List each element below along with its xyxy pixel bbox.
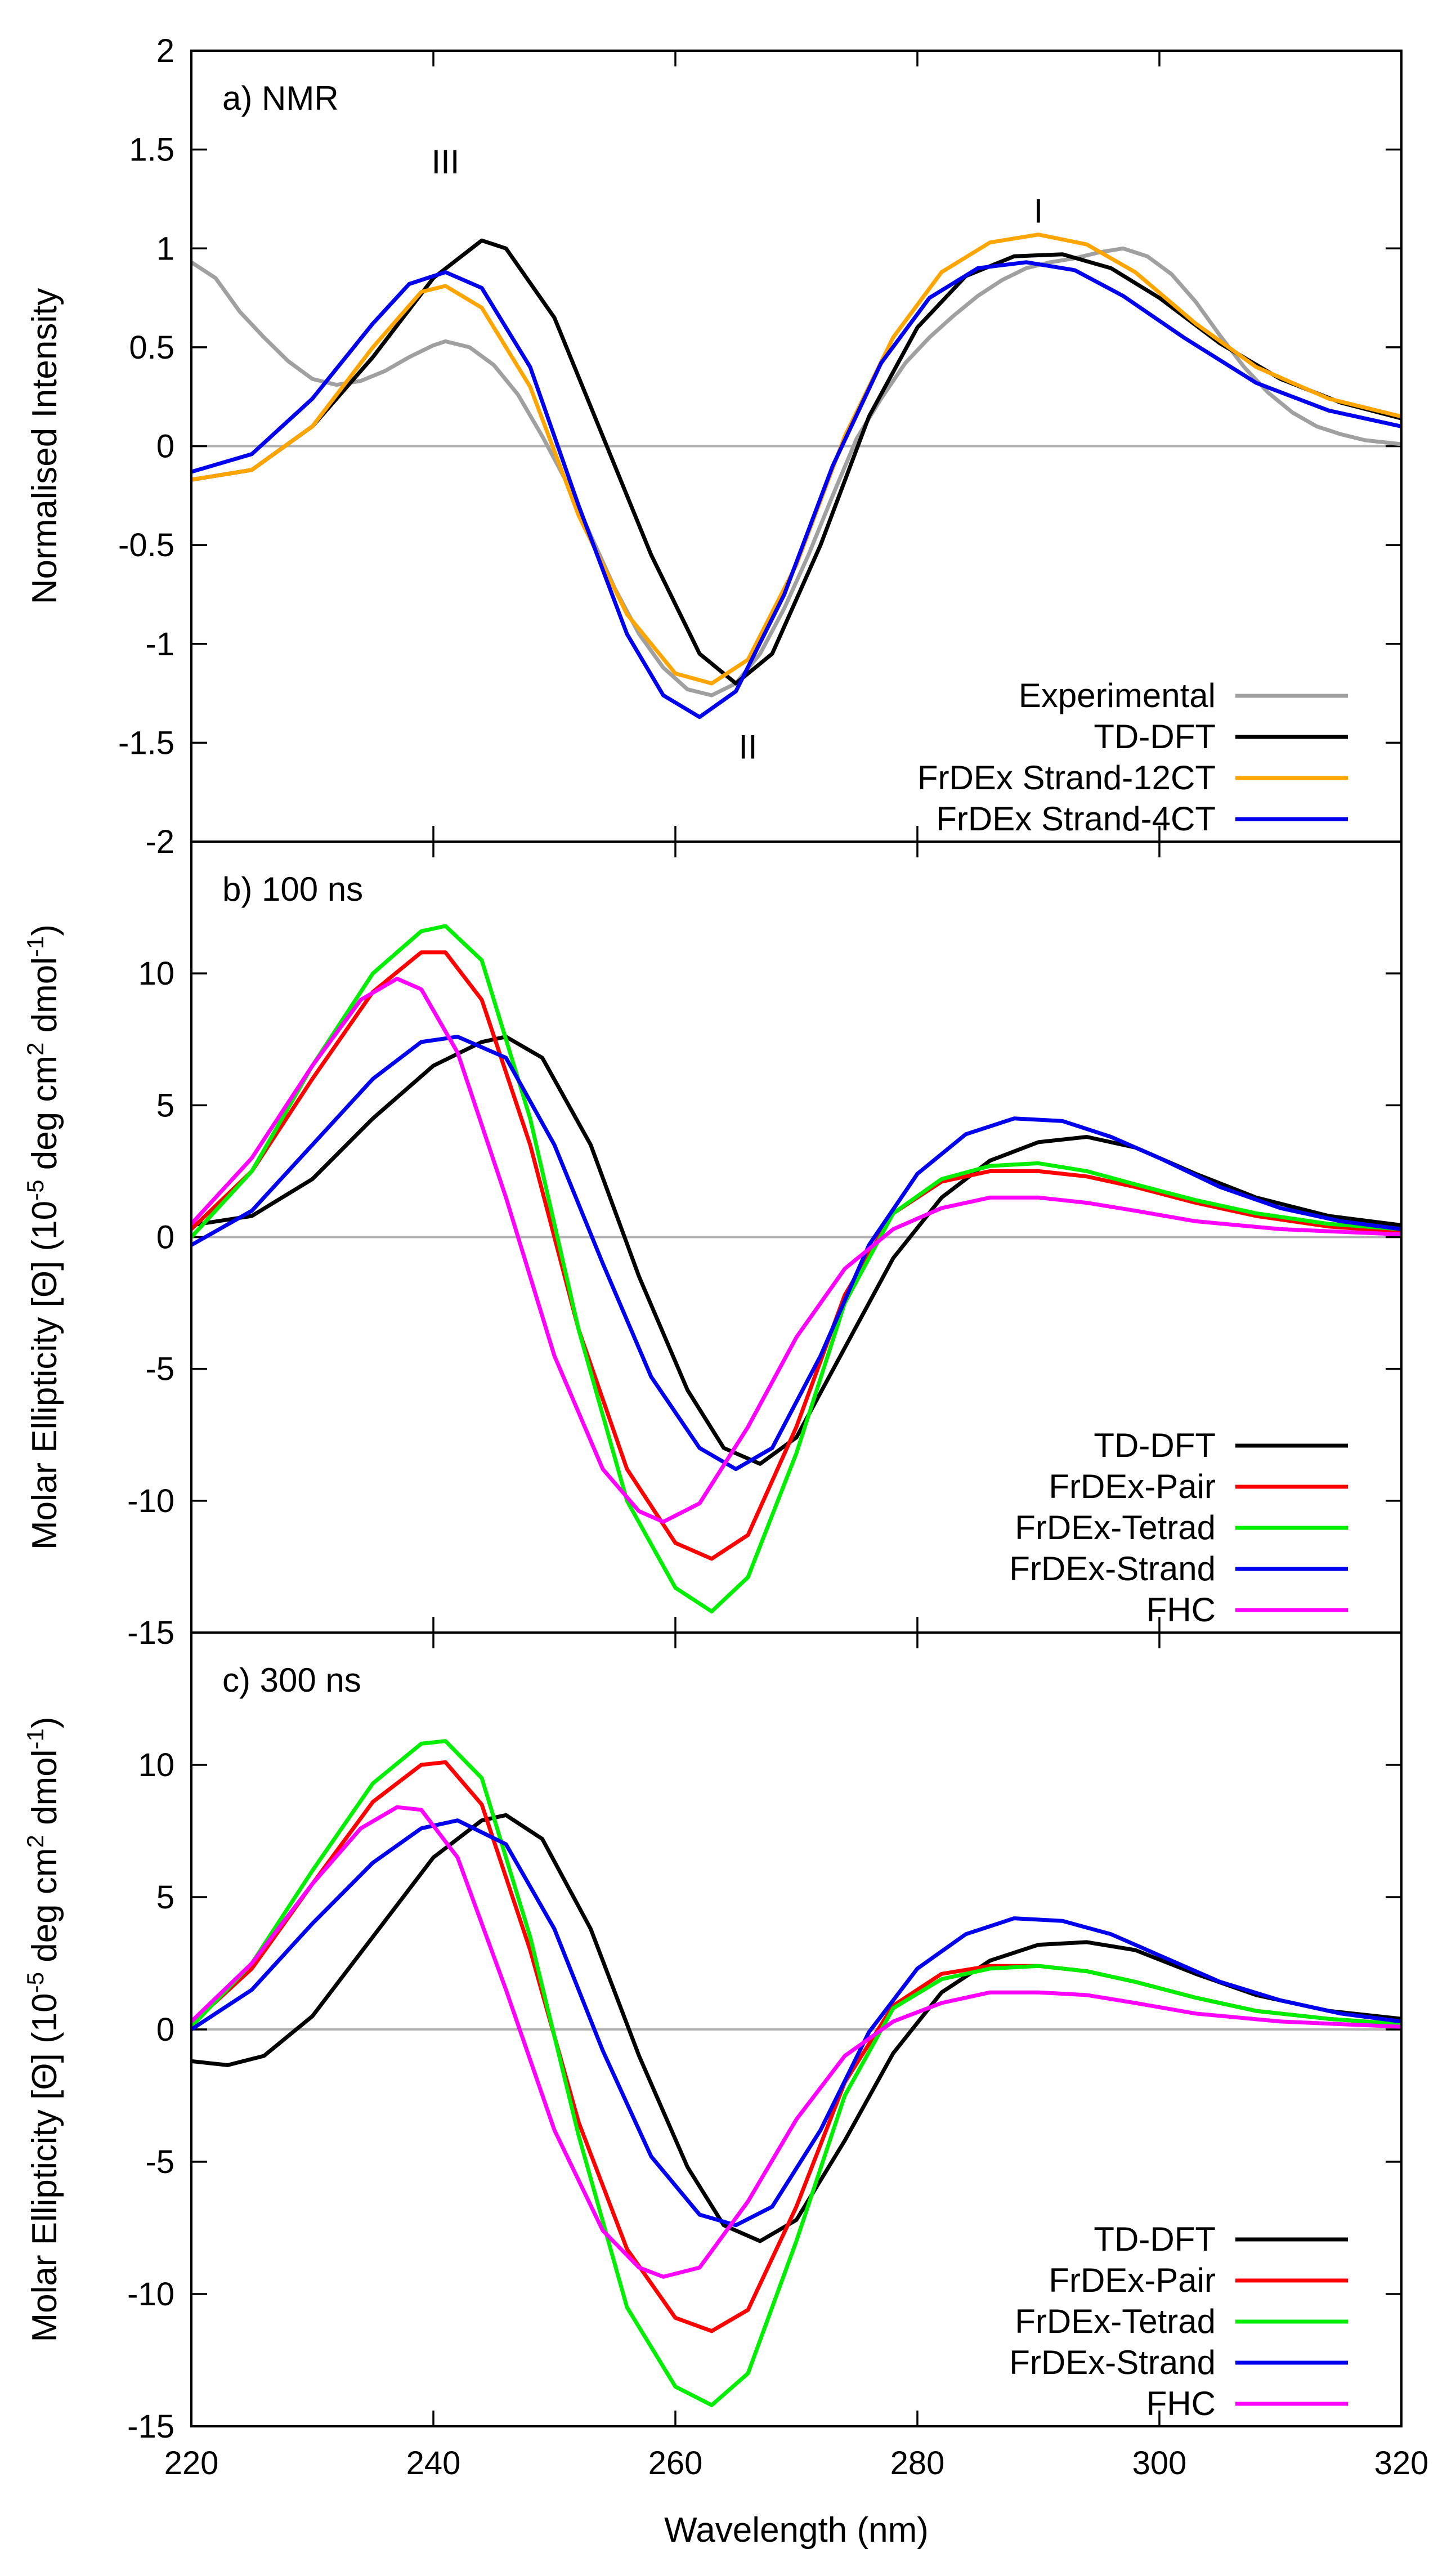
legend-entry: FrDEx-Strand xyxy=(1009,1550,1348,1588)
series-line-td-dft xyxy=(191,1813,1401,2243)
y-tick-label: -2 xyxy=(145,824,174,860)
y-tick-label: 5 xyxy=(156,1879,174,1916)
peak-annotation: III xyxy=(431,143,459,181)
legend-label: FrDEx-Tetrad xyxy=(1015,1509,1216,1546)
panel-a: -2-1.5-1-0.500.511.52a) NMRIIIIIINormali… xyxy=(25,33,1403,860)
legend-label: FrDEx-Strand xyxy=(1009,1550,1216,1588)
y-tick-label: -5 xyxy=(145,2144,174,2180)
series-line-frdex-strand xyxy=(191,1035,1401,1472)
legend-entry: TD-DFT xyxy=(1094,1427,1348,1464)
panel-c: -15 -10 -5 0 5 10 c) 300 ns Molar Ellipticity [… xyxy=(22,1631,1429,2550)
legend-entry: FrDEx-Tetrad xyxy=(1015,2302,1348,2340)
y-tick-label: 10 xyxy=(138,1747,174,1783)
legend-label: FrDEx-Pair xyxy=(1049,2261,1216,2299)
y-tick-label: 2 xyxy=(156,33,174,69)
peak-annotation: I xyxy=(1034,193,1043,230)
y-tick-label: 0.5 xyxy=(129,329,174,366)
peak-annotation: II xyxy=(738,728,757,766)
y-tick-label: -0.5 xyxy=(118,527,174,564)
legend-entry: FrDEx Strand-4CT xyxy=(936,800,1348,838)
legend-entry: Experimental xyxy=(1019,677,1348,714)
series-line-fhc xyxy=(191,1805,1401,2279)
legend-label: FrDEx Strand-4CT xyxy=(936,800,1216,838)
y-tick-label: 1.5 xyxy=(129,132,174,168)
legend-label: FrDEx-Pair xyxy=(1049,1468,1216,1505)
x-tick-label: 320 xyxy=(1374,2445,1429,2481)
y-tick-label: -1 xyxy=(145,626,174,663)
y-tick-label: 0 xyxy=(156,1219,174,1256)
x-tick-label: 220 xyxy=(164,2445,219,2481)
series-line-fhc xyxy=(191,977,1401,1524)
series-line-frdex-tetrad xyxy=(191,924,1401,1613)
legend-entry: FrDEx-Tetrad xyxy=(1015,1509,1348,1546)
y-tick-label: 0 xyxy=(156,2011,174,2048)
series-line-frdex-tetrad xyxy=(191,1739,1401,2407)
series-line-frdex-strand-12ct xyxy=(191,232,1401,686)
legend-entry: TD-DFT xyxy=(1094,718,1348,755)
x-axis-title: Wavelength (nm) xyxy=(664,2511,929,2550)
y-tick-label: 10 xyxy=(138,955,174,992)
series-group xyxy=(191,232,1401,719)
series-line-frdex-strand-4ct xyxy=(191,260,1401,719)
legend-label: FHC xyxy=(1146,2385,1216,2422)
legend-entry: FHC xyxy=(1146,1591,1348,1629)
y-tick-label: -15 xyxy=(127,2408,174,2445)
legend-entry: FrDEx-Pair xyxy=(1049,2261,1348,2299)
x-tick-label: 280 xyxy=(890,2445,945,2481)
legend-label: TD-DFT xyxy=(1094,718,1216,755)
y-tick-label: 0 xyxy=(156,428,174,465)
y-axis-title: Molar Ellipticity [Θ] (10-5 deg cm2 dmol… xyxy=(22,1716,65,2342)
panel-label: b) 100 ns xyxy=(222,870,363,908)
legend-label: FrDEx-Strand xyxy=(1009,2344,1216,2381)
legend-label: TD-DFT xyxy=(1094,1427,1216,1464)
x-tick-label: 240 xyxy=(406,2445,461,2481)
y-tick-label: -1.5 xyxy=(118,725,174,761)
legend-entry: FrDEx-Pair xyxy=(1049,1468,1348,1505)
y-axis-title: Normalised Intensity xyxy=(25,288,64,605)
legend-label: TD-DFT xyxy=(1094,2220,1216,2258)
y-tick-label: 5 xyxy=(156,1087,174,1124)
y-tick-label: 1 xyxy=(156,230,174,267)
series-line-td-dft xyxy=(191,238,1401,686)
panel-b: -15 -10 -5 0 5 10 b) 100 ns Molar Ellipticity [… xyxy=(22,840,1403,1651)
panel-label: a) NMR xyxy=(222,79,339,117)
legend-entry: FHC xyxy=(1146,2385,1348,2422)
series-group xyxy=(191,924,1401,1613)
series-line-experimental xyxy=(191,246,1401,697)
y-axis-title: Molar Ellipticity [Θ] (10-5 deg cm2 dmol… xyxy=(22,924,65,1550)
y-tick-label: -5 xyxy=(145,1351,174,1388)
y-tick-label: -15 xyxy=(127,1615,174,1651)
x-tick-label: 300 xyxy=(1132,2445,1187,2481)
legend-entry: FrDEx Strand-12CT xyxy=(917,759,1348,797)
series-group xyxy=(191,1739,1401,2407)
series-line-frdex-pair xyxy=(191,950,1401,1561)
legend-label: FrDEx Strand-12CT xyxy=(917,759,1216,797)
legend-label: FHC xyxy=(1146,1591,1216,1629)
series-line-frdex-strand xyxy=(191,1818,1401,2228)
plot-frame xyxy=(190,1631,1403,2427)
x-tick-label: 260 xyxy=(648,2445,703,2481)
legend-label: Experimental xyxy=(1019,677,1216,714)
panel-label: c) 300 ns xyxy=(222,1661,361,1699)
legend-entry: TD-DFT xyxy=(1094,2220,1348,2258)
legend-entry: FrDEx-Strand xyxy=(1009,2344,1348,2381)
y-tick-label: -10 xyxy=(127,1483,174,1519)
y-tick-label: -10 xyxy=(127,2276,174,2313)
legend-label: FrDEx-Tetrad xyxy=(1015,2302,1216,2340)
